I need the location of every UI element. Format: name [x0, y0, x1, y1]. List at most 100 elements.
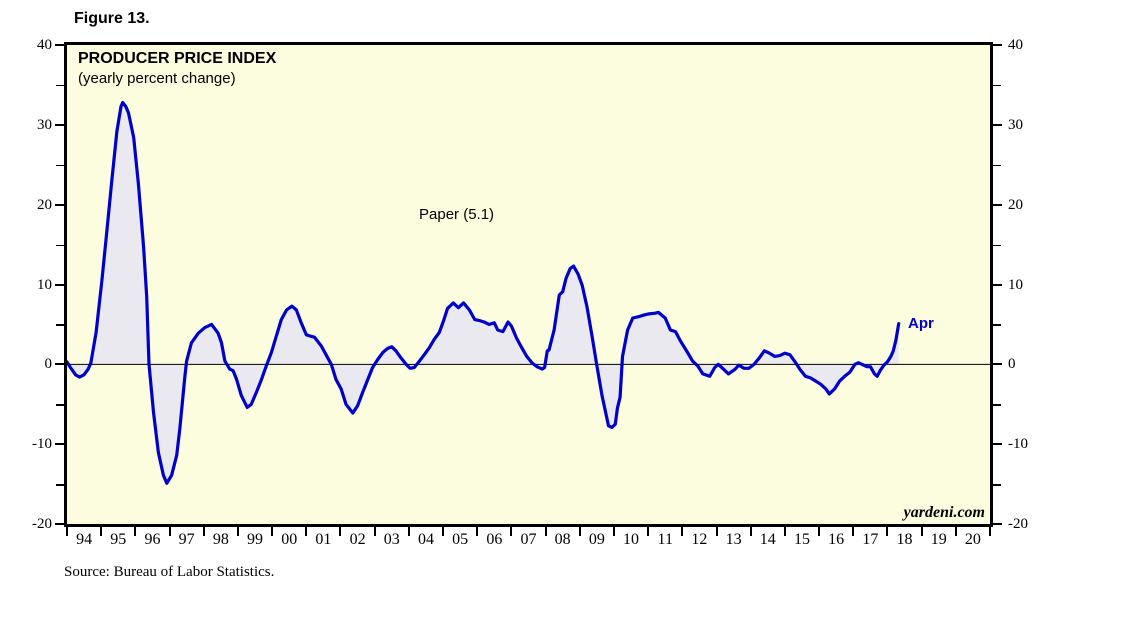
y-major-tick-right: [993, 203, 1002, 206]
y-minor-tick-right: [993, 164, 1001, 167]
x-year-tick: [681, 527, 684, 536]
price-line-chart: [67, 45, 990, 524]
y-minor-tick-left: [56, 324, 64, 326]
x-year-label: 10: [623, 531, 640, 548]
x-year-tick: [407, 527, 410, 536]
x-year-label: 94: [76, 531, 93, 548]
y-tick-label-right: 10: [1008, 276, 1023, 293]
x-year-tick: [236, 527, 239, 536]
y-major-tick-left: [55, 523, 64, 525]
source-note: Source: Bureau of Labor Statistics.: [64, 564, 275, 580]
y-tick-label-left: -20: [32, 516, 52, 532]
y-major-tick-right: [993, 363, 1002, 366]
x-year-label: 03: [383, 531, 400, 548]
x-year-label: 11: [657, 531, 673, 548]
watermark-yardeni: yardeni.com: [903, 504, 985, 521]
x-year-label: 20: [964, 531, 981, 548]
x-year-tick: [100, 527, 103, 536]
x-year-tick: [783, 527, 786, 536]
y-major-tick-left: [55, 443, 64, 446]
x-year-tick: [442, 527, 445, 536]
x-year-tick: [66, 527, 68, 536]
y-minor-tick-right: [993, 84, 1001, 87]
x-year-label: 08: [554, 531, 571, 548]
y-major-tick-right: [993, 44, 1002, 46]
x-year-label: 02: [349, 531, 366, 548]
y-major-tick-left: [55, 283, 64, 286]
y-major-tick-right: [993, 123, 1002, 126]
x-year-tick: [202, 527, 205, 536]
x-year-tick: [339, 527, 342, 536]
figure-label: Figure 13.: [74, 10, 150, 27]
x-year-tick: [134, 527, 137, 536]
chart-title: PRODUCER PRICE INDEX: [78, 50, 277, 67]
x-year-label: 95: [110, 531, 127, 548]
y-minor-tick-right: [993, 484, 1001, 486]
x-year-tick: [271, 527, 274, 536]
x-year-label: 18: [896, 531, 913, 548]
x-year-tick: [578, 527, 581, 536]
y-minor-tick-left: [56, 404, 64, 406]
x-year-tick: [544, 527, 547, 536]
x-year-label: 06: [486, 531, 503, 548]
y-tick-label-left: 20: [37, 196, 52, 213]
y-major-tick-left: [55, 44, 64, 46]
y-tick-label-right: -20: [1008, 516, 1028, 532]
y-minor-tick-left: [56, 484, 64, 486]
x-year-tick: [373, 527, 376, 536]
x-year-tick: [886, 527, 889, 536]
x-year-label: 01: [315, 531, 332, 548]
x-year-label: 04: [417, 531, 434, 548]
x-year-tick: [647, 527, 650, 536]
y-minor-tick-right: [993, 404, 1001, 406]
y-minor-tick-right: [993, 244, 1001, 247]
x-year-label: 14: [759, 531, 776, 548]
series-label-paper: Paper (5.1): [419, 206, 495, 223]
y-tick-label-right: 30: [1008, 116, 1023, 133]
x-year-tick: [920, 527, 923, 536]
chart-subtitle: (yearly percent change): [78, 70, 236, 87]
last-point-label-apr: Apr: [908, 315, 934, 332]
y-minor-tick-right: [993, 324, 1001, 326]
x-year-label: 09: [588, 531, 605, 548]
x-year-tick: [715, 527, 718, 536]
area-fill: [67, 102, 899, 484]
x-year-label: 07: [520, 531, 537, 548]
y-major-tick-right: [993, 523, 1002, 525]
x-year-tick: [852, 527, 855, 536]
y-minor-tick-left: [56, 244, 64, 247]
y-tick-label-right: -10: [1008, 436, 1028, 453]
y-tick-label-left: 10: [37, 276, 52, 293]
y-minor-tick-left: [56, 164, 64, 167]
x-year-tick: [954, 527, 957, 536]
x-year-label: 16: [828, 531, 845, 548]
x-year-label: 15: [793, 531, 810, 548]
y-major-tick-right: [993, 283, 1002, 286]
plot-area: PRODUCER PRICE INDEX (yearly percent cha…: [64, 42, 993, 527]
y-major-tick-left: [55, 123, 64, 126]
x-year-tick: [168, 527, 171, 536]
y-major-tick-left: [55, 363, 64, 366]
y-tick-label-left: 30: [37, 116, 52, 133]
y-tick-label-left: 0: [44, 356, 53, 373]
x-year-label: 12: [691, 531, 708, 548]
x-year-tick: [510, 527, 513, 536]
y-tick-label-left: 40: [37, 37, 52, 53]
x-year-tick: [612, 527, 615, 536]
y-tick-label-left: -10: [32, 436, 52, 453]
y-tick-label-right: 40: [1008, 37, 1023, 53]
y-minor-tick-left: [56, 84, 64, 87]
x-year-tick: [305, 527, 308, 536]
x-year-label: 00: [281, 531, 298, 548]
x-year-label: 13: [725, 531, 742, 548]
y-tick-label-right: 20: [1008, 196, 1023, 213]
x-year-label: 17: [862, 531, 879, 548]
y-tick-label-right: 0: [1008, 356, 1016, 373]
x-year-tick: [818, 527, 821, 536]
x-year-label: 19: [930, 531, 947, 548]
x-year-tick: [749, 527, 752, 536]
x-year-tick: [989, 527, 991, 536]
x-year-label: 97: [178, 531, 195, 548]
y-major-tick-right: [993, 443, 1002, 446]
